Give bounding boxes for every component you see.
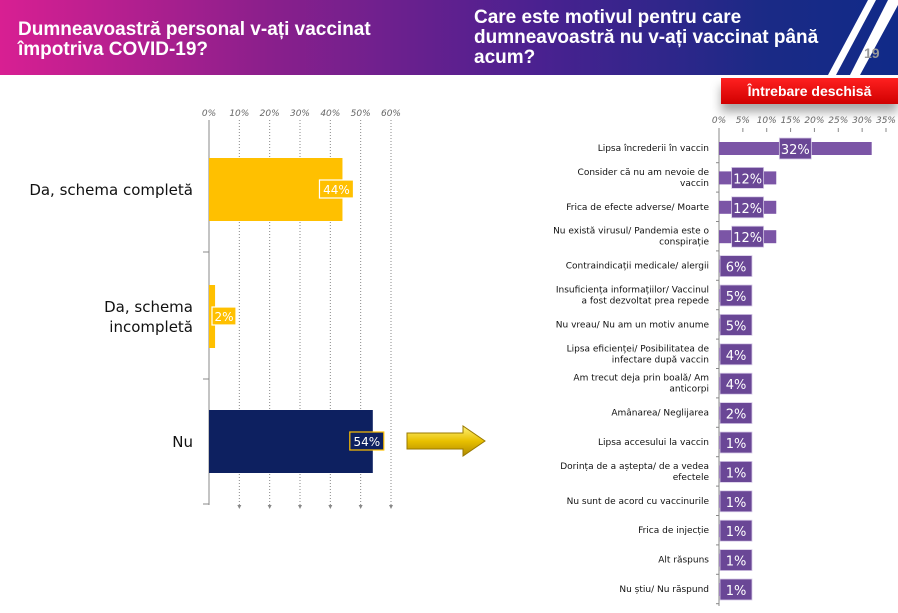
category-label: incompletă bbox=[109, 318, 193, 336]
left-question-title: Dumneavoastră personal v-ați vaccinat îm… bbox=[18, 19, 371, 60]
x-tick-label: 50% bbox=[351, 109, 371, 119]
category-label: Frica de injecție bbox=[638, 526, 709, 536]
data-label-box bbox=[719, 460, 753, 483]
gridline-arrow bbox=[237, 505, 242, 509]
x-tick-label: 15% bbox=[781, 116, 801, 126]
data-label-box bbox=[349, 431, 385, 451]
data-label-box bbox=[731, 196, 765, 219]
arrow-right-icon bbox=[406, 425, 486, 457]
gridline-arrow bbox=[389, 505, 393, 509]
gridline-arrow bbox=[358, 505, 363, 509]
x-tick-label: 5% bbox=[736, 116, 750, 126]
data-label: 32% bbox=[781, 143, 810, 158]
data-label-box bbox=[719, 343, 753, 366]
gridline-arrow bbox=[267, 505, 272, 509]
data-label-box bbox=[719, 578, 753, 601]
category-label: Insuficiența informațiilor/ Vaccinul a fo… bbox=[556, 286, 710, 307]
gridline-arrow bbox=[298, 505, 302, 509]
category-label: Frica de efecte adverse/ Moarte bbox=[566, 203, 709, 213]
decorative-stripes bbox=[828, 0, 898, 75]
x-tick-label: 10% bbox=[757, 116, 777, 126]
category-label: Nu bbox=[172, 433, 193, 451]
data-label: 4% bbox=[726, 378, 747, 393]
data-label-box bbox=[719, 313, 753, 336]
data-label-box bbox=[731, 166, 765, 189]
data-label-box bbox=[719, 402, 753, 425]
data-label: 1% bbox=[726, 437, 747, 452]
right-question-title: Care este motivul pentru care dumneavoas… bbox=[474, 7, 819, 68]
category-label: Lipsa accesului la vaccin bbox=[598, 438, 709, 448]
x-tick-label: 25% bbox=[828, 116, 848, 126]
data-label: 12% bbox=[733, 231, 762, 246]
x-tick-label: 20% bbox=[804, 116, 824, 126]
data-label: 2% bbox=[214, 310, 233, 324]
data-label: 44% bbox=[323, 183, 350, 197]
data-label: 1% bbox=[726, 555, 747, 570]
x-tick-label: 40% bbox=[320, 109, 340, 119]
category-label: Amânarea/ Neglijarea bbox=[611, 409, 709, 419]
gridline-arrow bbox=[328, 505, 333, 509]
category-label: Da, schema completă bbox=[29, 181, 193, 199]
data-label: 12% bbox=[733, 172, 762, 187]
data-label: 54% bbox=[353, 435, 380, 449]
category-label: Dorința de a aștepta/ de a vedea efectele bbox=[560, 462, 709, 483]
data-label: 1% bbox=[726, 496, 747, 511]
x-tick-label: 0% bbox=[712, 116, 726, 126]
category-label: Nu știu/ Nu răspund bbox=[619, 585, 709, 595]
data-label: 2% bbox=[726, 408, 747, 423]
data-label: 12% bbox=[733, 202, 762, 217]
data-label: 6% bbox=[726, 261, 747, 276]
category-label: Da, schema bbox=[104, 298, 193, 316]
data-label: 4% bbox=[726, 349, 747, 364]
data-label-box bbox=[211, 306, 237, 326]
x-tick-label: 0% bbox=[202, 109, 216, 119]
data-label: 5% bbox=[726, 290, 747, 305]
x-tick-label: 30% bbox=[290, 109, 310, 119]
open-question-badge: Întrebare deschisă bbox=[721, 78, 898, 104]
x-tick-label: 30% bbox=[852, 116, 872, 126]
data-label-box bbox=[778, 137, 812, 160]
data-label: 1% bbox=[726, 466, 747, 481]
bar bbox=[209, 410, 373, 473]
data-label: 1% bbox=[726, 525, 747, 540]
category-label: Consider că nu am nevoie de vaccin bbox=[578, 168, 710, 189]
category-label: Lipsa eficienței/ Posibilitatea de infect… bbox=[567, 344, 710, 365]
category-label: Contraindicații medicale/ alergii bbox=[566, 262, 709, 272]
category-label: Alt răspuns bbox=[658, 556, 709, 566]
x-tick-label: 60% bbox=[381, 109, 401, 119]
data-label-box bbox=[318, 179, 355, 199]
x-tick-label: 35% bbox=[876, 116, 896, 126]
slide-header: Dumneavoastră personal v-ați vaccinat îm… bbox=[0, 0, 898, 75]
category-label: Nu vreau/ Nu am un motiv anume bbox=[556, 320, 710, 330]
data-label: 1% bbox=[726, 584, 747, 599]
page-number: 19 bbox=[864, 45, 880, 61]
data-label-box bbox=[719, 284, 753, 307]
x-tick-label: 10% bbox=[229, 109, 249, 119]
data-label-box bbox=[719, 431, 753, 454]
category-label: Am trecut deja prin boală/ Am anticorpi bbox=[573, 374, 709, 395]
data-label-box bbox=[719, 549, 753, 571]
data-label: 5% bbox=[726, 319, 747, 334]
data-label-box bbox=[731, 225, 765, 248]
category-label: Nu sunt de acord cu vaccinurile bbox=[567, 497, 710, 507]
x-tick-label: 20% bbox=[260, 109, 280, 119]
data-label-box bbox=[719, 255, 753, 278]
data-label-box bbox=[719, 490, 753, 513]
category-label: Lipsa încrederii în vaccin bbox=[598, 144, 709, 154]
data-label-box bbox=[719, 372, 753, 395]
category-label: Nu există virusul/ Pandemia este o conspi… bbox=[553, 227, 709, 248]
data-label-box bbox=[719, 519, 753, 542]
